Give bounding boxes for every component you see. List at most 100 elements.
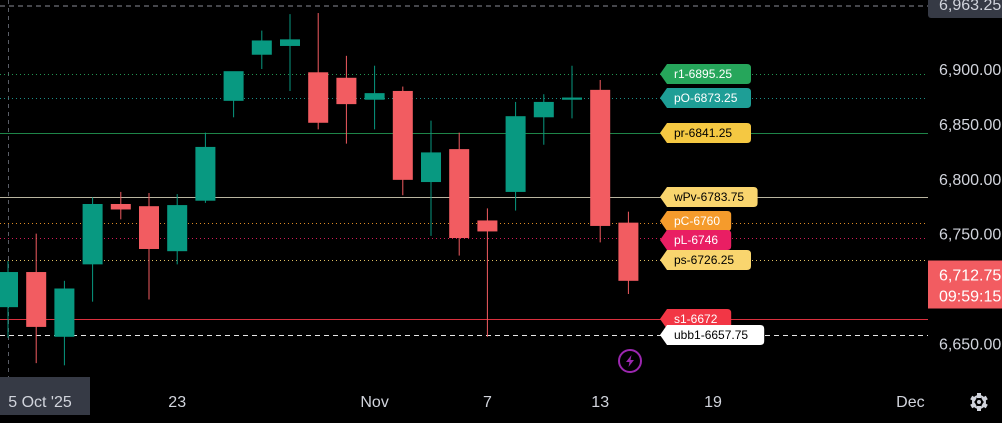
candle — [392, 86, 413, 196]
candle — [364, 65, 385, 130]
candle-body — [195, 146, 216, 201]
level-label-pO[interactable]: pO-6873.25 — [660, 88, 751, 108]
candle — [562, 65, 582, 119]
candle — [251, 30, 272, 69]
level-label-flag — [660, 187, 758, 207]
candle — [139, 193, 159, 300]
level-label-flag — [660, 325, 765, 345]
level-label-text: pO-6873.25 — [674, 91, 738, 105]
candle-body — [139, 206, 159, 249]
candle — [195, 132, 216, 203]
candle — [223, 71, 244, 118]
x-tick-label: 13 — [591, 394, 609, 411]
level-label-flag — [660, 123, 751, 143]
top-price-label: 6,963.25 — [939, 0, 1001, 14]
level-label-r1[interactable]: r1-6895.25 — [660, 64, 751, 84]
candle-body — [223, 71, 244, 101]
level-label-pr[interactable]: pr-6841.25 — [660, 123, 751, 143]
level-label-text: s1-6672 — [674, 312, 718, 326]
candle-body — [392, 90, 413, 180]
candle — [0, 261, 18, 338]
current-price-badge: 6,712.75 09:59:15 — [928, 260, 1002, 309]
level-label-text: wPv-6783.75 — [673, 190, 744, 204]
candle-body — [54, 288, 75, 337]
x-tick-label: Nov — [360, 394, 388, 411]
level-label-pC[interactable]: pC-6760 — [660, 211, 732, 231]
candle-body — [280, 39, 300, 46]
level-label-s1[interactable]: s1-6672 — [660, 309, 732, 329]
countdown-label: 09:59:15 — [939, 289, 1001, 306]
candle — [167, 194, 188, 265]
x-tick-label: 19 — [704, 394, 722, 411]
candle-body — [110, 203, 131, 210]
x-tick-label: Dec — [896, 394, 924, 411]
candles — [0, 13, 639, 366]
candle-body — [449, 149, 470, 239]
candle — [590, 79, 611, 243]
gear-icon[interactable] — [970, 393, 988, 411]
lightning-icon[interactable] — [618, 349, 642, 373]
overlay-layer — [618, 349, 642, 373]
candle-body — [167, 205, 188, 252]
candle-body — [618, 222, 639, 281]
candle-body — [590, 89, 611, 226]
candle — [54, 280, 75, 366]
price-axis[interactable]: 6,900.006,850.006,800.006,750.006,700.00… — [928, 0, 1002, 353]
level-label-flag — [660, 250, 751, 270]
x-tick-label: 5 Oct '25 — [8, 394, 72, 411]
candle — [308, 13, 329, 130]
level-label-flag — [660, 88, 751, 108]
candle-body — [0, 272, 18, 308]
y-tick-label: 6,650.00 — [939, 336, 1001, 353]
level-label-flag — [660, 211, 732, 231]
candle-body — [477, 220, 498, 232]
level-lines — [0, 74, 928, 336]
level-label-flag — [660, 64, 751, 84]
candle-body — [421, 152, 441, 183]
candle-body — [505, 116, 526, 192]
current-price-label: 6,712.75 — [939, 268, 1001, 285]
candle — [280, 14, 300, 91]
candle — [505, 101, 526, 211]
candle-body — [533, 101, 554, 118]
candle-body — [308, 72, 329, 123]
x-tick-label: 7 — [483, 394, 492, 411]
time-axis[interactable]: 5 Oct '25 23 Nov 7 13 19 Dec — [0, 377, 988, 415]
y-tick-label: 6,750.00 — [939, 227, 1001, 244]
candle-body — [336, 77, 357, 105]
level-label-text: pL-6746 — [674, 233, 718, 247]
grid-layer — [0, 0, 928, 380]
x-tick-label: 23 — [168, 394, 186, 411]
level-label-flag — [660, 230, 732, 250]
x-tick-highlight: 5 Oct '25 — [0, 377, 90, 415]
y-tick-label: 6,800.00 — [939, 172, 1001, 189]
level-label-pL[interactable]: pL-6746 — [660, 230, 732, 250]
candle — [618, 211, 639, 294]
level-labels: r1-6895.25 pO-6873.25 pr-6841.25 wPv-6783.7… — [660, 64, 765, 345]
candle-body — [562, 97, 582, 100]
candle-body — [82, 203, 103, 265]
candle — [110, 191, 131, 220]
level-label-ubb1[interactable]: ubb1-6657.75 — [660, 325, 765, 345]
level-label-text: r1-6895.25 — [674, 67, 732, 81]
level-label-wPv[interactable]: wPv-6783.75 — [660, 187, 758, 207]
candle-body — [364, 93, 385, 100]
y-tick-label: 6,850.00 — [939, 117, 1001, 134]
candle — [477, 208, 498, 337]
candle — [533, 94, 554, 145]
level-label-flag — [660, 309, 732, 329]
level-label-text: pC-6760 — [674, 214, 720, 228]
candle-body — [251, 40, 272, 55]
candle — [336, 55, 357, 144]
level-label-text: ubb1-6657.75 — [674, 328, 748, 342]
candle — [449, 132, 470, 256]
level-label-ps[interactable]: ps-6726.25 — [660, 250, 751, 270]
y-tick-label: 6,900.00 — [939, 62, 1001, 79]
top-price-badge: 6,963.25 — [928, 0, 1002, 18]
level-label-text: pr-6841.25 — [674, 126, 732, 140]
candle — [421, 120, 441, 236]
candle-body — [26, 272, 47, 327]
candle — [26, 233, 47, 364]
level-label-text: ps-6726.25 — [674, 253, 734, 267]
